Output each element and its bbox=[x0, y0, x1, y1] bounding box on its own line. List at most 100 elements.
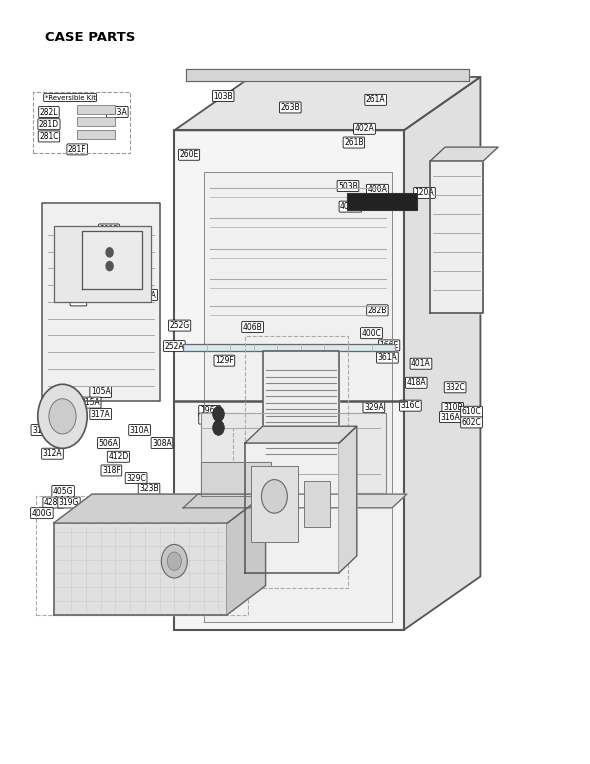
Text: 507A: 507A bbox=[54, 426, 74, 435]
Text: 323B: 323B bbox=[139, 484, 159, 494]
Text: 305C: 305C bbox=[61, 539, 81, 549]
Text: 410G: 410G bbox=[105, 287, 126, 296]
Text: 335C: 335C bbox=[199, 529, 219, 538]
Circle shape bbox=[212, 406, 224, 422]
Text: 319G: 319G bbox=[59, 498, 79, 507]
Polygon shape bbox=[54, 225, 151, 302]
Text: 196A: 196A bbox=[200, 406, 219, 416]
Polygon shape bbox=[245, 443, 339, 573]
Bar bbox=[251, 466, 298, 542]
Text: 405G: 405G bbox=[53, 487, 73, 496]
Text: 261A: 261A bbox=[366, 96, 385, 105]
Bar bbox=[77, 131, 116, 140]
Polygon shape bbox=[183, 494, 407, 508]
Text: 412D: 412D bbox=[109, 452, 129, 461]
Polygon shape bbox=[227, 494, 266, 614]
Text: 506: 506 bbox=[71, 296, 86, 305]
Text: 308A: 308A bbox=[152, 439, 172, 448]
Text: 314A: 314A bbox=[32, 426, 52, 435]
Polygon shape bbox=[82, 231, 142, 289]
Text: 312A: 312A bbox=[42, 449, 63, 458]
Polygon shape bbox=[54, 523, 227, 614]
Text: 418A: 418A bbox=[407, 378, 426, 387]
Bar bbox=[347, 193, 418, 209]
Text: 506A: 506A bbox=[99, 439, 119, 448]
Text: 501F: 501F bbox=[100, 225, 119, 234]
Text: 361A: 361A bbox=[378, 353, 397, 362]
Text: 129F: 129F bbox=[215, 356, 234, 365]
Bar bbox=[77, 117, 116, 126]
Text: 282L: 282L bbox=[40, 108, 58, 117]
Text: 400G: 400G bbox=[32, 509, 52, 518]
Text: 263B: 263B bbox=[280, 103, 300, 112]
Text: 316C: 316C bbox=[401, 401, 420, 410]
Polygon shape bbox=[430, 147, 498, 161]
Text: 260E: 260E bbox=[179, 151, 199, 159]
Circle shape bbox=[38, 384, 87, 448]
Polygon shape bbox=[339, 426, 357, 573]
Text: 400D: 400D bbox=[340, 202, 360, 211]
Text: 316A: 316A bbox=[441, 413, 460, 422]
Text: 310B: 310B bbox=[443, 403, 463, 413]
Text: 305B: 305B bbox=[111, 526, 130, 535]
Text: 103A: 103A bbox=[107, 108, 127, 117]
Text: 282B: 282B bbox=[368, 306, 387, 315]
Text: 166E: 166E bbox=[379, 341, 399, 350]
Text: 405F: 405F bbox=[365, 445, 384, 454]
Text: 411A: 411A bbox=[55, 278, 76, 287]
Text: 261B: 261B bbox=[344, 138, 363, 147]
Text: 309B: 309B bbox=[165, 524, 184, 533]
Text: 406B: 406B bbox=[242, 322, 263, 332]
Text: 507A: 507A bbox=[67, 266, 87, 275]
Text: 105A: 105A bbox=[91, 387, 111, 397]
Text: 319E: 319E bbox=[364, 413, 384, 422]
Polygon shape bbox=[174, 77, 480, 131]
Circle shape bbox=[106, 261, 113, 270]
Text: 405C: 405C bbox=[364, 423, 384, 432]
Circle shape bbox=[261, 480, 287, 513]
Polygon shape bbox=[42, 202, 160, 401]
Polygon shape bbox=[204, 172, 392, 622]
Polygon shape bbox=[201, 413, 386, 493]
Text: 329C: 329C bbox=[126, 474, 146, 483]
Circle shape bbox=[106, 248, 113, 257]
Polygon shape bbox=[263, 351, 339, 462]
Text: 428B: 428B bbox=[44, 498, 63, 507]
Text: CASE PARTS: CASE PARTS bbox=[45, 31, 135, 44]
Text: 252A: 252A bbox=[165, 342, 184, 351]
Text: 120A: 120A bbox=[415, 189, 434, 197]
Text: 281F: 281F bbox=[68, 145, 87, 154]
Bar bbox=[77, 105, 116, 115]
Text: 315A: 315A bbox=[80, 398, 100, 407]
Text: 402A: 402A bbox=[355, 125, 374, 133]
Text: 404A: 404A bbox=[364, 434, 384, 443]
Polygon shape bbox=[245, 426, 357, 443]
Text: 252G: 252G bbox=[169, 321, 190, 330]
Text: 310A: 310A bbox=[130, 426, 149, 435]
Text: 610C: 610C bbox=[462, 407, 481, 416]
Text: 103B: 103B bbox=[214, 92, 233, 101]
Text: 281C: 281C bbox=[39, 132, 59, 141]
Text: 503B: 503B bbox=[338, 182, 358, 190]
Text: 281D: 281D bbox=[39, 120, 59, 129]
Text: 129B: 129B bbox=[286, 352, 306, 361]
Circle shape bbox=[168, 552, 181, 571]
Polygon shape bbox=[201, 462, 271, 497]
Text: 106A: 106A bbox=[200, 414, 219, 423]
Text: 400A: 400A bbox=[368, 186, 388, 194]
Polygon shape bbox=[174, 131, 404, 630]
Text: 332C: 332C bbox=[445, 383, 465, 392]
Circle shape bbox=[212, 420, 224, 435]
Circle shape bbox=[49, 399, 76, 434]
Text: 318F: 318F bbox=[102, 466, 121, 475]
Text: *Reversible Kit: *Reversible Kit bbox=[45, 95, 96, 101]
Polygon shape bbox=[183, 344, 395, 351]
Polygon shape bbox=[54, 494, 266, 523]
Polygon shape bbox=[404, 77, 480, 630]
Circle shape bbox=[162, 545, 187, 578]
Text: 304A: 304A bbox=[137, 290, 156, 299]
Text: 330B: 330B bbox=[362, 455, 381, 464]
Polygon shape bbox=[186, 70, 468, 81]
Polygon shape bbox=[430, 161, 483, 313]
Bar bbox=[304, 481, 330, 527]
